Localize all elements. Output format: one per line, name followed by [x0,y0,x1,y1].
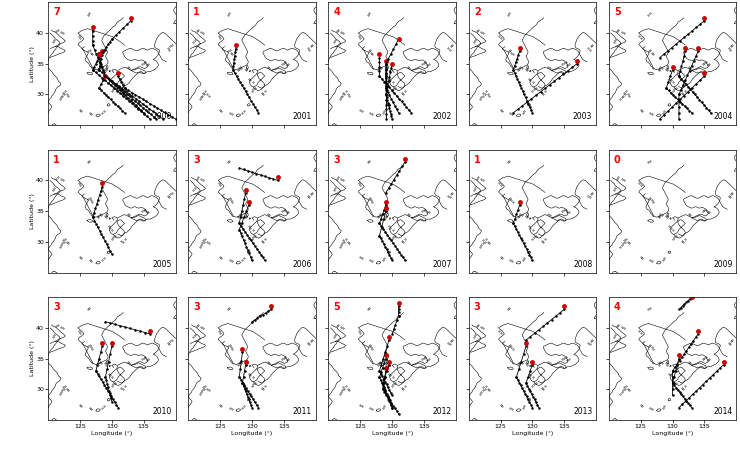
Text: 2004: 2004 [713,113,733,121]
Text: 2: 2 [474,7,480,17]
Text: 7: 7 [53,7,60,17]
Text: 2011: 2011 [293,407,312,416]
Text: 2010: 2010 [152,407,172,416]
Text: 5: 5 [334,302,340,312]
Text: 2000: 2000 [152,113,172,121]
X-axis label: Longitude (°): Longitude (°) [91,430,132,435]
Text: 5: 5 [614,7,621,17]
Text: 1: 1 [193,7,200,17]
Text: 2005: 2005 [152,260,172,269]
Text: 4: 4 [334,7,340,17]
Text: 3: 3 [193,155,200,165]
X-axis label: Longitude (°): Longitude (°) [652,430,693,435]
Text: 2014: 2014 [713,407,733,416]
Text: 2009: 2009 [713,260,733,269]
Y-axis label: Latitude (°): Latitude (°) [30,193,35,229]
Y-axis label: Latitude (°): Latitude (°) [30,340,35,376]
Text: 2008: 2008 [573,260,592,269]
Text: 3: 3 [474,302,480,312]
X-axis label: Longitude (°): Longitude (°) [512,430,553,435]
Text: 1: 1 [53,155,60,165]
Text: 2012: 2012 [433,407,452,416]
Text: 1: 1 [474,155,480,165]
Text: 3: 3 [334,155,340,165]
Text: 3: 3 [53,302,60,312]
Y-axis label: Latitude (°): Latitude (°) [30,46,35,82]
Text: 3: 3 [193,302,200,312]
Text: 0: 0 [614,155,621,165]
Text: 2001: 2001 [292,113,312,121]
X-axis label: Longitude (°): Longitude (°) [232,430,272,435]
Text: 2007: 2007 [433,260,452,269]
Text: 2002: 2002 [433,113,452,121]
Text: 4: 4 [614,302,621,312]
Text: 2003: 2003 [573,113,592,121]
X-axis label: Longitude (°): Longitude (°) [371,430,413,435]
Text: 2013: 2013 [573,407,592,416]
Text: 2006: 2006 [292,260,312,269]
